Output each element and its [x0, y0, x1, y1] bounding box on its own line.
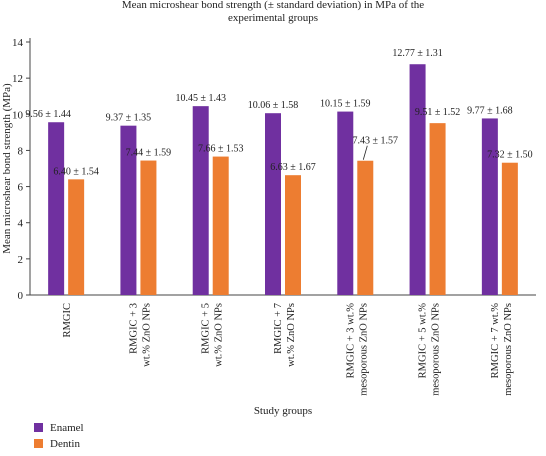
enamel-legend-label: Enamel: [50, 422, 84, 434]
x-tick-label-line: wt.% ZnO NPs: [141, 303, 152, 367]
x-tick-label: RMGIC + 3 wt.% ZnO NPs: [128, 303, 152, 367]
x-tick-label-line: mesoporous ZnO NPs: [503, 303, 514, 396]
y-tick-label: 2: [18, 254, 24, 266]
enamel-bar: [192, 106, 209, 296]
x-tick-label-line: RMGIC + 3 wt.%: [345, 303, 356, 379]
y-tick-label: 14: [12, 37, 24, 49]
data-labels: 9.56 ± 1.44 6.40 ± 1.54 9.37 ± 1.35 7.44 ± …: [25, 48, 532, 177]
x-tick-label: RMGIC + 7 wt.% ZnO NPs: [273, 303, 297, 367]
enamel-value-label: 9.77 ± 1.68: [467, 105, 513, 116]
dentin-legend-label: Dentin: [50, 438, 80, 450]
x-tick-label-line: RMGIC + 7: [273, 303, 284, 354]
dentin-bar: [285, 175, 301, 295]
bars: [48, 64, 518, 296]
enamel-legend-swatch: [34, 423, 43, 432]
x-tick-label-line: wt.% ZnO NPs: [286, 303, 297, 367]
enamel-bar: [409, 64, 426, 295]
enamel-bar: [481, 118, 498, 296]
y-tick-label: 8: [18, 145, 24, 157]
dentin-legend-swatch: [34, 439, 43, 448]
x-tick-label: RMGIC + 3 wt.% mesoporous ZnO NPs: [345, 303, 369, 396]
y-tick-label: 6: [18, 182, 24, 194]
dentin-bar: [212, 156, 229, 295]
dentin-value-label: 6.40 ± 1.54: [53, 166, 99, 177]
enamel-bar: [265, 113, 281, 295]
dentin-value-label: 7.66 ± 1.53: [198, 144, 244, 155]
enamel-bar: [48, 122, 65, 295]
label-leader-line: [362, 145, 368, 160]
dentin-value-label: 6.63 ± 1.67: [270, 162, 316, 173]
x-tick-label-line: RMGIC + 5: [201, 303, 212, 354]
y-tick-label: 4: [18, 218, 24, 230]
y-tick-label: 10: [12, 109, 24, 121]
x-tick-label-line: RMGIC + 3: [128, 303, 139, 354]
enamel-value-label: 9.37 ± 1.35: [106, 113, 152, 124]
x-axis-label: Study groups: [254, 405, 312, 417]
enamel-value-label: 10.15 ± 1.59: [320, 99, 371, 110]
dentin-value-label: 9.51 ± 1.52: [415, 107, 461, 118]
enamel-value-label: 10.06 ± 1.58: [248, 100, 299, 111]
y-axis: 0 2 4 6 8 10 12 14: [12, 37, 31, 302]
dentin-bar: [501, 162, 518, 295]
enamel-value-label: 10.45 ± 1.43: [175, 93, 226, 104]
dentin-bar: [140, 160, 157, 295]
chart-title: Mean microshear bond strength (± standar…: [122, 0, 424, 24]
y-tick-label: 0: [18, 290, 24, 302]
x-tick-label: RMGIC + 5 wt.% ZnO NPs: [201, 303, 225, 367]
enamel-bar: [120, 125, 137, 295]
dentin-bar: [357, 160, 374, 295]
dentin-value-label: 7.43 ± 1.57: [353, 136, 399, 147]
x-tick-label-line: RMGIC + 7 wt.%: [490, 303, 501, 379]
x-tick-label-line: wt.% ZnO NPs: [214, 303, 225, 367]
x-tick-label: RMGIC + 7 wt.% mesoporous ZnO NPs: [490, 303, 514, 396]
x-tick-label: RMGIC + 5 wt.% mesoporous ZnO NPs: [418, 303, 442, 396]
dentin-bar: [429, 123, 446, 295]
x-tick-label: RMGIC: [62, 303, 73, 337]
dentin-value-label: 7.32 ± 1.50: [487, 150, 533, 161]
enamel-value-label: 9.56 ± 1.44: [25, 109, 71, 120]
dentin-value-label: 7.44 ± 1.59: [126, 148, 172, 159]
dentin-bar: [68, 179, 85, 295]
x-tick-label-line: RMGIC + 5 wt.%: [418, 303, 429, 379]
x-tick-label-line: RMGIC: [62, 303, 73, 337]
x-tick-label-line: mesoporous ZnO NPs: [358, 303, 369, 396]
x-tick-label-line: mesoporous ZnO NPs: [431, 303, 442, 396]
chart-title-line: experimental groups: [228, 12, 318, 24]
legend: Enamel Dentin: [34, 422, 84, 450]
x-axis: RMGIC RMGIC + 3 wt.% ZnO NPs RMGIC + 5 wt.% …: [30, 294, 536, 396]
enamel-bar: [337, 111, 354, 295]
enamel-value-label: 12.77 ± 1.31: [392, 48, 443, 59]
y-axis-label: Mean microshear bond strength (MPa): [1, 83, 13, 254]
chart-title-line: Mean microshear bond strength (± standar…: [122, 0, 424, 11]
y-tick-label: 12: [12, 73, 23, 85]
